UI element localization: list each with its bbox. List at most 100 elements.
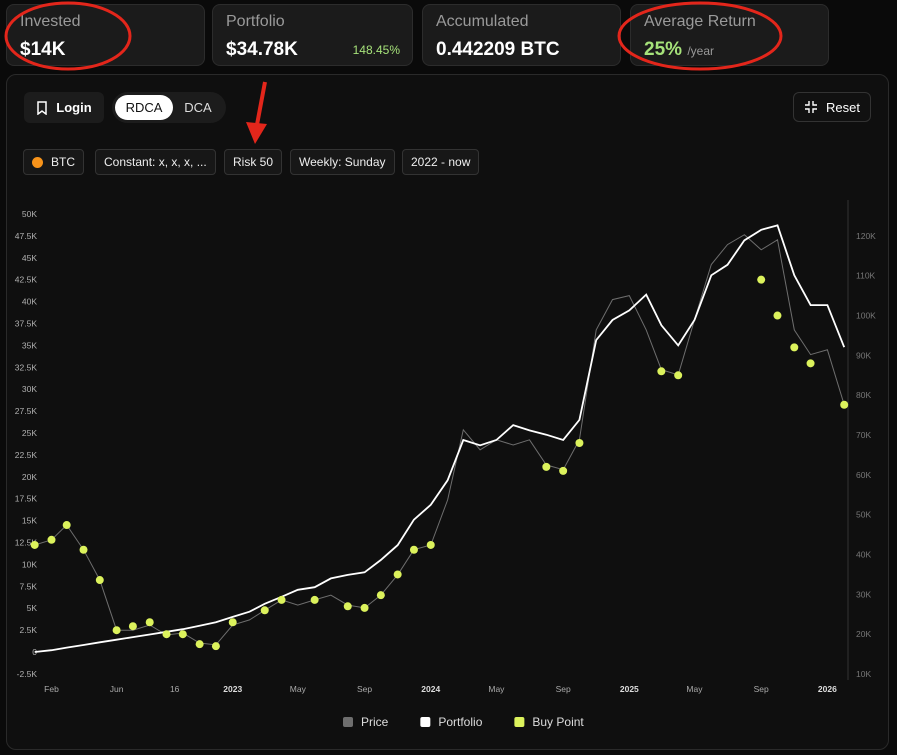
buy-point bbox=[30, 540, 39, 549]
legend-label: Buy Point bbox=[532, 715, 584, 729]
filter-label: Constant: x, x, x, ... bbox=[104, 155, 207, 169]
y-tick-label: 12.5K bbox=[15, 537, 38, 547]
y-tick-label: 50K bbox=[22, 209, 37, 219]
x-tick-label: May bbox=[686, 684, 703, 694]
series-line bbox=[34, 234, 845, 646]
x-tick-label: 16 bbox=[170, 684, 180, 694]
filter-label: Weekly: Sunday bbox=[299, 155, 386, 169]
buy-point bbox=[112, 626, 121, 635]
y2-tick-label: 80K bbox=[856, 390, 871, 400]
buy-point bbox=[542, 462, 551, 471]
filter-chip[interactable]: Weekly: Sunday bbox=[290, 149, 395, 175]
y-tick-label: 17.5K bbox=[15, 494, 38, 504]
buy-point bbox=[178, 630, 187, 639]
buy-point bbox=[773, 311, 782, 320]
buy-point bbox=[228, 618, 237, 627]
stat-card: Accumulated 0.442209 BTC bbox=[422, 4, 621, 66]
filter-label: 2022 - now bbox=[411, 155, 471, 169]
legend-swatch bbox=[514, 717, 525, 727]
x-tick-label: Sep bbox=[357, 684, 372, 694]
buy-point bbox=[195, 640, 204, 649]
y-tick-label: 10K bbox=[22, 559, 37, 569]
buy-point bbox=[376, 591, 385, 600]
x-tick-label: Feb bbox=[44, 684, 59, 694]
buy-point bbox=[575, 438, 584, 447]
legend: Price Portfolio Buy Point bbox=[343, 715, 584, 729]
buy-point bbox=[674, 371, 683, 380]
buy-point bbox=[260, 606, 269, 615]
login-label: Login bbox=[56, 100, 92, 115]
filter-chip[interactable]: 2022 - now bbox=[402, 149, 480, 175]
y2-tick-label: 100K bbox=[856, 311, 876, 321]
x-tick-label: May bbox=[488, 684, 505, 694]
buy-point bbox=[657, 367, 666, 376]
legend-swatch bbox=[343, 717, 353, 727]
y2-tick-label: 40K bbox=[856, 550, 871, 560]
y2-tick-label: 120K bbox=[856, 231, 876, 241]
buy-point bbox=[343, 602, 352, 611]
buy-point bbox=[145, 618, 154, 627]
y-tick-label: 30K bbox=[22, 384, 37, 394]
y2-tick-label: 110K bbox=[856, 271, 876, 281]
x-tick-label: 2026 bbox=[818, 684, 837, 694]
stat-value: 0.442209 BTC bbox=[436, 39, 560, 60]
buy-point bbox=[128, 622, 137, 631]
stat-card: Portfolio $34.78K 148.45% bbox=[212, 4, 413, 66]
x-tick-label: Sep bbox=[556, 684, 571, 694]
y2-tick-label: 50K bbox=[856, 510, 871, 520]
y2-tick-label: 10K bbox=[856, 669, 871, 679]
y-tick-label: 15K bbox=[22, 516, 37, 526]
y2-tick-label: 70K bbox=[856, 430, 871, 440]
filter-chip[interactable]: Constant: x, x, x, ... bbox=[95, 149, 216, 175]
buy-point bbox=[393, 570, 402, 579]
buy-point bbox=[360, 603, 369, 612]
x-tick-label: Sep bbox=[754, 684, 769, 694]
buy-point bbox=[790, 343, 799, 352]
legend-label: Price bbox=[361, 715, 389, 729]
buy-point bbox=[806, 359, 815, 368]
tab-rdca[interactable]: RDCA bbox=[115, 95, 173, 120]
legend-label: Portfolio bbox=[438, 715, 482, 729]
y-tick-label: 40K bbox=[22, 297, 37, 307]
y-tick-label: 35K bbox=[22, 340, 37, 350]
legend-swatch bbox=[420, 717, 431, 727]
y2-tick-label: 60K bbox=[856, 470, 871, 480]
y2-tick-label: 30K bbox=[856, 589, 871, 599]
buy-point bbox=[277, 595, 286, 604]
buy-point bbox=[79, 545, 88, 554]
y-tick-label: 37.5K bbox=[15, 319, 38, 329]
x-tick-label: 2023 bbox=[223, 684, 242, 694]
buy-point bbox=[62, 521, 71, 530]
y-tick-label: 45K bbox=[22, 253, 37, 263]
y-tick-label: 5K bbox=[27, 603, 38, 613]
reset-button[interactable]: Reset bbox=[793, 92, 871, 122]
y-tick-label: 47.5K bbox=[15, 231, 38, 241]
x-tick-label: Jun bbox=[110, 684, 124, 694]
collapse-icon bbox=[805, 101, 818, 113]
stat-label: Portfolio bbox=[226, 13, 285, 30]
filter-chip[interactable]: BTC bbox=[23, 149, 84, 175]
series-line bbox=[34, 224, 846, 653]
buy-point bbox=[47, 535, 56, 544]
buy-point bbox=[162, 630, 171, 639]
y-tick-label: 25K bbox=[22, 428, 37, 438]
y2-tick-label: 20K bbox=[856, 629, 871, 639]
y-tick-label: 2.5K bbox=[20, 625, 38, 635]
y-tick-label: 22.5K bbox=[15, 450, 38, 460]
stat-change: 148.45% bbox=[352, 43, 400, 57]
y-tick-label: -2.5K bbox=[17, 669, 38, 679]
buy-point bbox=[426, 540, 435, 549]
buy-point bbox=[840, 400, 849, 409]
filter-chip[interactable]: Risk 50 bbox=[224, 149, 283, 175]
filter-label: Risk 50 bbox=[233, 155, 274, 169]
stat-value: $34.78K bbox=[226, 39, 298, 60]
y-tick-label: 20K bbox=[22, 472, 37, 482]
btc-icon bbox=[32, 156, 43, 168]
tab-dca[interactable]: DCA bbox=[184, 100, 212, 115]
x-tick-label: May bbox=[290, 684, 307, 694]
y2-tick-label: 90K bbox=[856, 350, 871, 360]
login-button[interactable]: Login bbox=[24, 92, 104, 123]
y-tick-label: 27.5K bbox=[15, 406, 38, 416]
